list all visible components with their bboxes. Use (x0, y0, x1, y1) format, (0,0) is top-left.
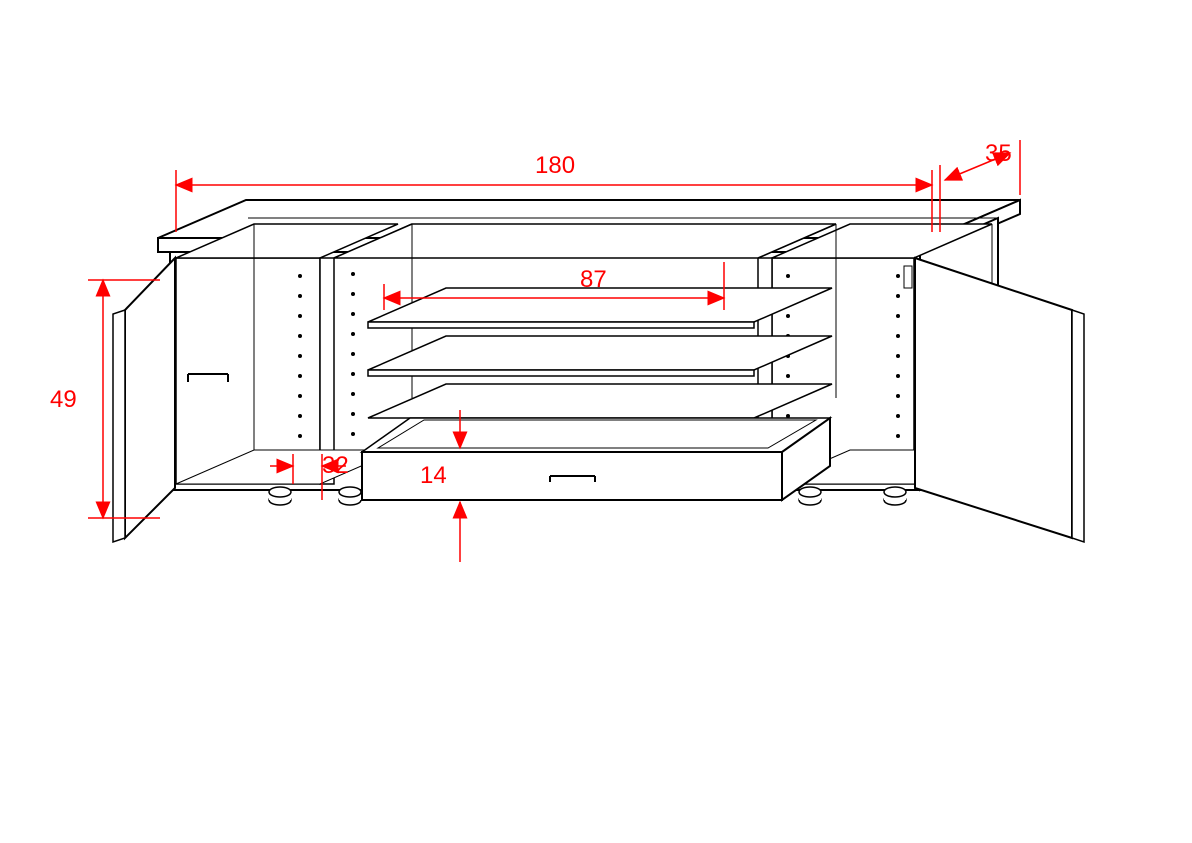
technical-drawing (0, 0, 1192, 843)
right-door (915, 258, 1084, 542)
dim-shelf: 87 (580, 266, 607, 294)
dim-depth: 35 (985, 140, 1012, 168)
dim-height: 49 (50, 386, 77, 414)
dim-width: 180 (535, 152, 575, 180)
dim-drawer: 14 (420, 462, 447, 490)
left-door (113, 258, 228, 542)
dim-side: 32 (322, 452, 349, 480)
